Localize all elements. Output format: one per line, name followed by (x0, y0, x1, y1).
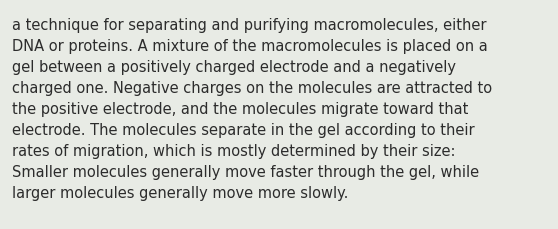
Text: gel between a positively charged electrode and a negatively: gel between a positively charged electro… (12, 60, 456, 75)
Text: Smaller molecules generally move faster through the gel, while: Smaller molecules generally move faster … (12, 164, 479, 179)
Text: a technique for separating and purifying macromolecules, either: a technique for separating and purifying… (12, 18, 487, 33)
Text: the positive electrode, and the molecules migrate toward that: the positive electrode, and the molecule… (12, 101, 468, 117)
Text: rates of migration, which is mostly determined by their size:: rates of migration, which is mostly dete… (12, 143, 455, 158)
Text: larger molecules generally move more slowly.: larger molecules generally move more slo… (12, 185, 348, 200)
Text: DNA or proteins. A mixture of the macromolecules is placed on a: DNA or proteins. A mixture of the macrom… (12, 39, 488, 54)
Text: electrode. The molecules separate in the gel according to their: electrode. The molecules separate in the… (12, 123, 475, 137)
Text: charged one. Negative charges on the molecules are attracted to: charged one. Negative charges on the mol… (12, 81, 492, 95)
